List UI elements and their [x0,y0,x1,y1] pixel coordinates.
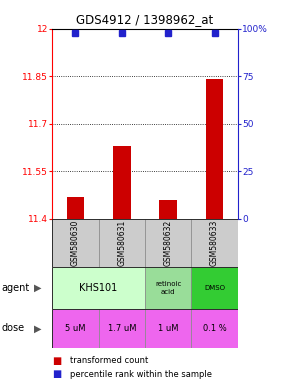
Bar [113,146,130,219]
Text: ▶: ▶ [34,323,41,333]
Text: percentile rank within the sample: percentile rank within the sample [70,370,212,379]
Text: GSM580632: GSM580632 [164,220,173,266]
Bar [99,309,145,348]
Bar [145,219,191,267]
Text: ■: ■ [52,369,61,379]
Bar [67,197,84,219]
Text: ■: ■ [52,356,61,366]
Text: 0.1 %: 0.1 % [203,324,226,333]
Bar [52,309,99,348]
Text: KHS101: KHS101 [79,283,118,293]
Bar [145,267,191,309]
Bar [191,309,238,348]
Text: 5 uM: 5 uM [65,324,86,333]
Bar [52,267,145,309]
Bar [206,79,223,219]
Bar [145,309,191,348]
Bar [160,200,177,219]
Text: ▶: ▶ [34,283,41,293]
Bar [191,267,238,309]
Text: 1.7 uM: 1.7 uM [108,324,136,333]
Text: dose: dose [1,323,25,333]
Text: DMSO: DMSO [204,285,225,291]
Text: retinoic
acid: retinoic acid [155,281,181,295]
Bar [99,219,145,267]
Text: transformed count: transformed count [70,356,148,366]
Bar [52,219,99,267]
Text: GSM580633: GSM580633 [210,220,219,266]
Text: GDS4912 / 1398962_at: GDS4912 / 1398962_at [76,13,214,26]
Text: GSM580630: GSM580630 [71,220,80,266]
Text: GSM580631: GSM580631 [117,220,126,266]
Text: 1 uM: 1 uM [158,324,178,333]
Bar [191,219,238,267]
Text: agent: agent [1,283,30,293]
